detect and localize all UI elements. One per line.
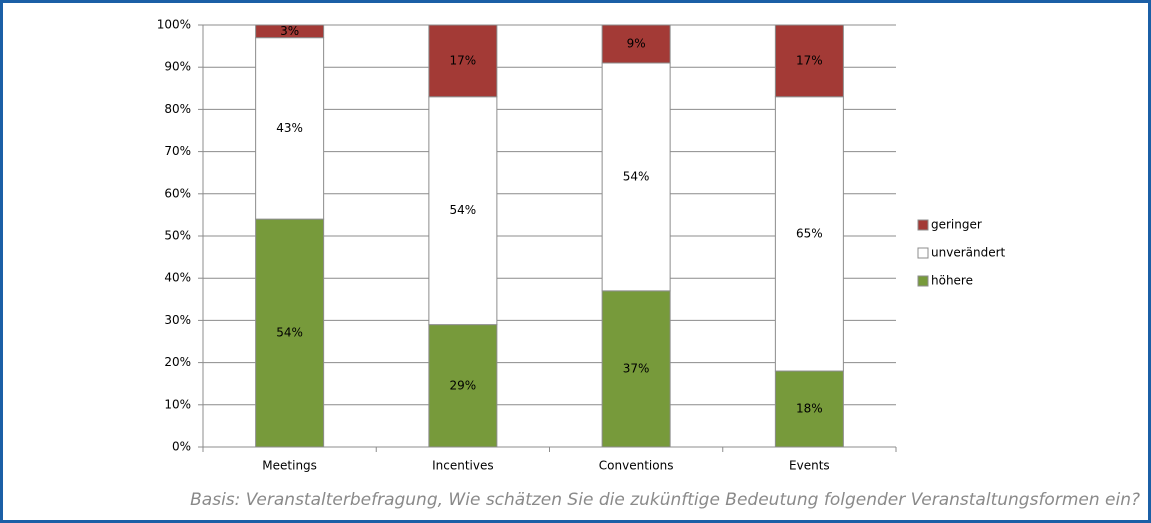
y-tick-label: 80% (164, 102, 191, 116)
bar-segment (428, 24, 498, 98)
data-label: 54% (276, 326, 303, 340)
data-label: 3% (280, 24, 299, 38)
x-tick-label: Conventions (599, 459, 674, 473)
bar-segment (255, 218, 325, 448)
bar-segment (774, 24, 844, 98)
y-tick-label: 70% (164, 144, 191, 158)
data-label: 29% (450, 378, 477, 392)
data-label: 43% (276, 121, 303, 135)
data-label: 17% (450, 53, 477, 67)
x-tick-label: Events (789, 459, 830, 473)
data-label: 65% (796, 226, 823, 240)
bar-segment (774, 370, 844, 448)
y-tick-label: 100% (157, 18, 191, 32)
bar-segment (601, 290, 671, 448)
data-label: 37% (623, 361, 650, 375)
legend-label: höhere (931, 274, 973, 288)
data-label: 54% (450, 203, 477, 217)
y-tick-label: 30% (164, 313, 191, 327)
bar-segment (428, 324, 498, 448)
legend-label: geringer (931, 218, 982, 232)
bar-segment (774, 96, 844, 372)
bar-segment (255, 24, 325, 39)
legend-swatch (917, 219, 929, 231)
y-tick-label: 40% (164, 271, 191, 285)
y-tick-label: 0% (172, 440, 191, 454)
data-label: 17% (796, 53, 823, 67)
y-tick-label: 90% (164, 60, 191, 74)
y-tick-label: 60% (164, 186, 191, 200)
bar-segment (601, 62, 671, 292)
data-label: 54% (623, 169, 650, 183)
y-tick-label: 50% (164, 229, 191, 243)
y-tick-label: 20% (164, 355, 191, 369)
legend-label: unverändert (931, 246, 1006, 260)
data-label: 9% (627, 36, 646, 50)
bar-segment (601, 24, 671, 64)
x-tick-label: Incentives (432, 459, 494, 473)
legend-swatch (917, 247, 929, 259)
bar-segment (428, 96, 498, 326)
bar-segment (255, 37, 325, 220)
y-tick-label: 10% (164, 397, 191, 411)
data-label: 18% (796, 402, 823, 416)
caption: Basis: Veranstalterbefragung, Wie schätz… (190, 490, 1140, 510)
legend-swatch (917, 275, 929, 287)
x-tick-label: Meetings (262, 459, 317, 473)
